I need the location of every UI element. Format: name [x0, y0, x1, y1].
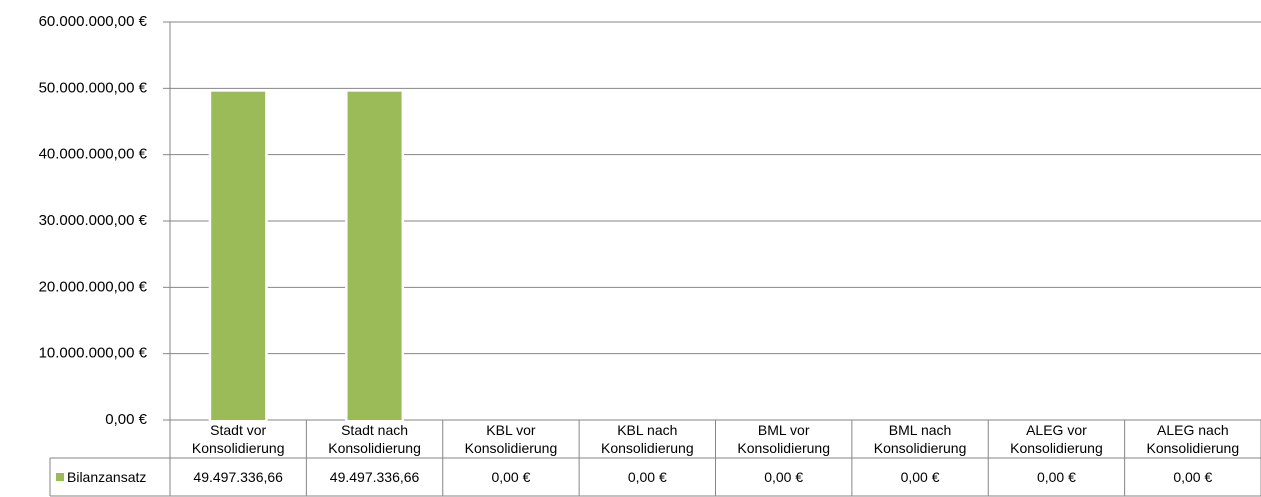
category-label: Stadt vor Konsolidierung [191, 422, 285, 456]
category-label-box: Stadt nach Konsolidierung [328, 422, 421, 456]
category-label-box: Stadt vor Konsolidierung [191, 422, 285, 456]
category-label: ALEG vor Konsolidierung [1010, 422, 1103, 456]
data-table-value: 49.497.336,66 [193, 469, 283, 485]
y-tick-label: 20.000.000,00 € [39, 278, 148, 295]
data-table-value-box: 0,00 € [764, 469, 804, 485]
y-tick-label: 0,00 € [105, 411, 147, 428]
category-label: KBL vor Konsolidierung [464, 422, 558, 456]
data-table-value: 0,00 € [491, 469, 531, 485]
category-label: ALEG nach Konsolidierung [1146, 422, 1240, 456]
y-tick-label: 60.000.000,00 € [39, 13, 148, 30]
data-table-value: 0,00 € [1036, 469, 1076, 485]
y-tick-label: 50.000.000,00 € [39, 79, 148, 96]
category-label: KBL nach Konsolidierung [601, 422, 694, 456]
category-label: BML nach Konsolidierung [873, 422, 967, 456]
y-tick-label: 10.000.000,00 € [39, 345, 148, 362]
category-label-box: KBL nach Konsolidierung [601, 422, 694, 456]
category-label-box: BML nach Konsolidierung [873, 422, 967, 456]
bar [208, 89, 268, 423]
data-table-value: 0,00 € [1173, 469, 1213, 485]
y-tick-label: 40.000.000,00 € [39, 146, 148, 163]
category-label-box: ALEG vor Konsolidierung [1010, 422, 1103, 456]
data-table-value: 0,00 € [627, 469, 667, 485]
category-label-box: BML vor Konsolidierung [737, 422, 830, 456]
data-table-value-box: 0,00 € [900, 469, 940, 485]
data-table-value-box: 49.497.336,66 [193, 469, 283, 485]
category-label: BML vor Konsolidierung [737, 422, 830, 456]
data-table-value-box: 0,00 € [1173, 469, 1213, 485]
legend-entry-box: Bilanzansatz [50, 458, 170, 496]
category-label-box: KBL vor Konsolidierung [464, 422, 558, 456]
category-label-box: ALEG nach Konsolidierung [1146, 422, 1240, 456]
data-table-value-box: 0,00 € [491, 469, 531, 485]
legend-entry: Bilanzansatz [50, 458, 170, 496]
data-table-value: 0,00 € [900, 469, 940, 485]
data-table-value-box: 0,00 € [627, 469, 667, 485]
y-tick-label: 30.000.000,00 € [39, 212, 148, 229]
data-table-value: 49.497.336,66 [329, 469, 420, 485]
category-label: Stadt nach Konsolidierung [328, 422, 421, 456]
legend-swatch [56, 473, 64, 481]
legend-label: Bilanzansatz [67, 469, 147, 485]
data-table-value: 0,00 € [764, 469, 804, 485]
data-table-value-box: 0,00 € [1036, 469, 1076, 485]
bar [345, 89, 405, 423]
data-table-value-box: 49.497.336,66 [329, 469, 420, 485]
